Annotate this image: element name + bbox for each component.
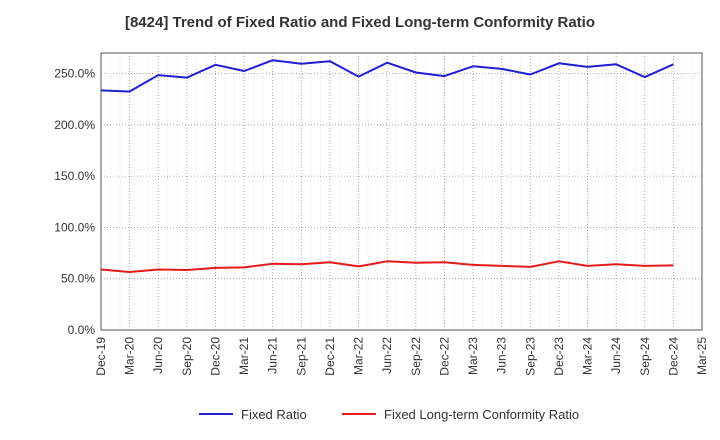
x-tick-label: Sep-22 [409, 337, 423, 376]
axes: 0.0% 50.0% 100.0% 150.0% 200.0% 250.0% Dec-19 M… [54, 67, 709, 376]
x-tick-label: Mar-22 [352, 337, 366, 375]
y-tick-label: 50.0% [61, 272, 95, 286]
grid-lines [101, 53, 702, 330]
x-tick-label: Jun-22 [380, 337, 394, 374]
y-tick-label: 100.0% [54, 220, 95, 234]
x-tick-label: Dec-23 [552, 337, 566, 376]
x-tick-label: Mar-25 [695, 337, 709, 375]
x-tick-label: Dec-19 [94, 337, 108, 376]
plot-area [100, 52, 703, 331]
series-line-1 [100, 59, 674, 93]
y-tick-label: 0.0% [68, 323, 96, 337]
series-lines [100, 59, 674, 273]
legend-label-1: Fixed Ratio [241, 407, 307, 422]
x-tick-label: Dec-22 [437, 337, 451, 376]
y-tick-label: 200.0% [54, 118, 95, 132]
x-tick-label: Jun-24 [609, 337, 623, 374]
x-tick-label: Jun-23 [495, 337, 509, 374]
chart-title: [8424] Trend of Fixed Ratio and Fixed Lo… [124, 14, 596, 31]
x-tick-label: Sep-21 [294, 337, 308, 376]
x-tick-label: Dec-20 [208, 337, 222, 376]
x-tick-label: Dec-21 [323, 337, 337, 376]
x-tick-label: Sep-24 [638, 337, 652, 376]
x-tick-label: Dec-24 [666, 337, 680, 376]
x-tick-label: Sep-23 [523, 337, 537, 376]
legend-label-2: Fixed Long-term Conformity Ratio [384, 407, 579, 422]
series-line-2 [100, 260, 674, 273]
x-tick-label: Mar-23 [466, 337, 480, 375]
x-tick-label: Mar-21 [237, 337, 251, 375]
x-tick-label: Mar-20 [123, 337, 137, 375]
x-tick-label: Sep-20 [180, 337, 194, 376]
y-tick-label: 250.0% [54, 67, 95, 81]
x-tick-label: Jun-20 [151, 337, 165, 374]
x-tick-label: Jun-21 [266, 337, 280, 374]
y-tick-label: 150.0% [54, 169, 95, 183]
legend: Fixed Ratio Fixed Long-term Conformity Ra… [199, 407, 579, 422]
x-tick-label: Mar-24 [581, 337, 595, 375]
